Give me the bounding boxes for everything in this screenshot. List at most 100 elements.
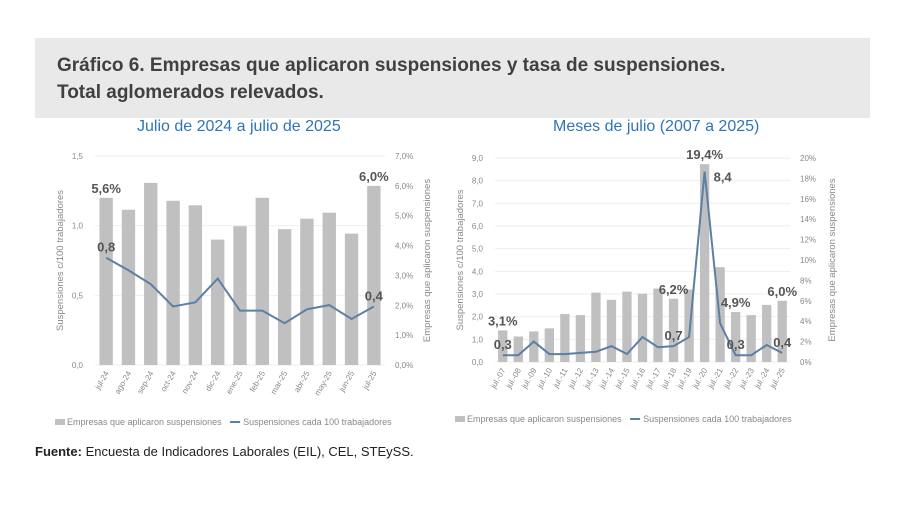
x-tick: nov-24 [180, 369, 200, 395]
data-label: 6,2% [659, 282, 689, 297]
x-tick: jul.-13 [581, 366, 600, 391]
y-right-tick: 4% [800, 317, 812, 326]
data-label: 0,4 [773, 335, 792, 350]
y-right-tick: 2% [800, 338, 812, 347]
y-right-tick: 7,0% [395, 152, 413, 161]
x-tick: jul.-25 [768, 366, 787, 391]
bar [560, 314, 570, 362]
x-tick: jun-25 [337, 369, 357, 394]
x-tick: dic-24 [204, 369, 223, 393]
y-right-tick: 3,0% [395, 271, 413, 280]
y-right-label: Empresas que aplicaron suspensiones [827, 178, 838, 341]
y-left-tick: 6,0 [472, 222, 484, 231]
x-tick: jul.-07 [488, 366, 507, 391]
bar [762, 304, 772, 362]
data-label: 4,9% [721, 295, 751, 310]
y-left-tick: 1,0 [72, 222, 84, 231]
bar [188, 205, 203, 365]
legend-bar-swatch [55, 419, 65, 425]
y-left-label: Suspensiones c/100 trabajadores [455, 189, 466, 330]
legend-line-label: Suspensiones cada 100 trabajadores [243, 417, 392, 427]
bar [699, 164, 710, 362]
y-right-label: Empresas que aplicaron suspensiones [422, 179, 433, 342]
y-right-tick: 20% [800, 154, 816, 163]
y-left-tick: 0,0 [472, 358, 484, 367]
x-tick: feb-25 [248, 369, 267, 394]
y-right-tick: 18% [800, 174, 816, 183]
x-tick: jul.-16 [628, 366, 647, 391]
x-tick: ene-25 [224, 369, 245, 396]
bar [322, 212, 336, 365]
x-tick: jul.-10 [535, 366, 554, 391]
data-label: 6,0% [359, 169, 389, 184]
y-left-tick: 1,5 [72, 152, 84, 161]
data-label: 19,4% [686, 147, 723, 162]
source-note: Fuente: Encuesta de Indicadores Laborale… [35, 444, 414, 459]
bar [544, 328, 554, 362]
y-right-tick: 0,0% [395, 361, 413, 370]
y-right-tick: 6,0% [395, 182, 413, 191]
bar [668, 298, 679, 362]
data-label: 0,8 [97, 240, 115, 255]
chart-1-title: Julio de 2024 a julio de 2025 [137, 118, 341, 135]
bar [746, 315, 756, 362]
y-left-tick: 7,0 [472, 199, 484, 208]
y-left-tick: 9,0 [472, 154, 484, 163]
title-box: Gráfico 6. Empresas que aplicaron suspen… [35, 38, 870, 118]
chart-2-title: Meses de julio (2007 a 2025) [553, 118, 760, 135]
bar [211, 239, 225, 365]
x-tick: ago-24 [113, 369, 134, 396]
bar [498, 330, 508, 362]
x-tick: jul.-17 [644, 366, 663, 391]
bar [513, 336, 523, 362]
x-tick: oct-24 [159, 369, 178, 393]
bar [606, 299, 617, 362]
y-left-tick: 3,0 [472, 290, 484, 299]
legend-bar-label: Empresas que aplicaron suspensiones [67, 417, 222, 427]
bar [684, 289, 694, 362]
chart-2: 0,0 1,0 2,0 3,0 4,0 5,0 6,0 7,0 8,0 9,0 0% 2% 4% 6% 8%… [455, 147, 838, 424]
data-label: 0,3 [494, 337, 512, 352]
y-right-tick: 1,0% [395, 331, 413, 340]
bar [344, 233, 359, 365]
bar [591, 292, 601, 362]
bar [777, 300, 787, 362]
x-tick: jul.-22 [721, 366, 740, 391]
x-tick: jul.-21 [706, 366, 725, 391]
line-series [105, 256, 375, 325]
x-tick: jul.-20 [690, 366, 709, 391]
x-tick: jul-24 [93, 369, 111, 392]
bar [233, 226, 247, 365]
bar [529, 331, 539, 362]
x-tick: jul.-09 [519, 366, 538, 391]
y-right-tick: 6% [800, 297, 812, 306]
bar [575, 315, 586, 362]
data-label: 6,0% [767, 284, 797, 299]
y-left-tick: 2,0 [472, 313, 484, 322]
data-label: 0,7 [665, 328, 683, 343]
bar [367, 185, 381, 365]
data-label: 5,6% [91, 181, 121, 196]
bar [637, 293, 648, 362]
bar [300, 218, 314, 365]
bar [144, 182, 158, 365]
x-tick: jul.-08 [504, 366, 523, 391]
y-right-tick: 8% [800, 276, 812, 285]
data-label: 8,4 [714, 170, 733, 185]
y-right-tick: 2,0% [395, 301, 413, 310]
source-label: Fuente: [35, 444, 82, 459]
x-tick: jul.-12 [566, 366, 585, 391]
y-left-label: Suspensiones c/100 trabajadores [55, 190, 66, 331]
y-left-tick: 1,0 [472, 335, 484, 344]
data-label: 0,4 [365, 288, 384, 303]
bar [99, 197, 113, 365]
legend-bar-label: Empresas que aplicaron suspensiones [467, 414, 622, 424]
y-right-tick: 4,0% [395, 242, 413, 251]
y-left-tick: 4,0 [472, 267, 484, 276]
x-tick: jul.-14 [597, 366, 616, 391]
bar [121, 209, 136, 365]
data-label: 3,1% [488, 313, 518, 328]
y-left-tick: 0,0 [72, 361, 84, 370]
x-tick: jul.-24 [752, 366, 771, 391]
y-right-tick: 16% [800, 195, 816, 204]
